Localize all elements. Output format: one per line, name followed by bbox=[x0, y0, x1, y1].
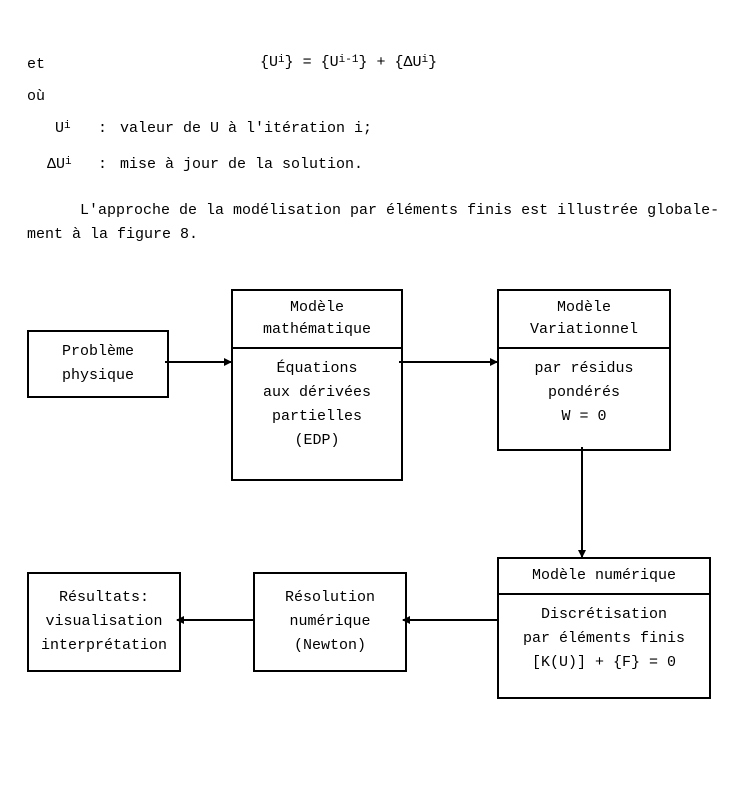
equation: {Ui} = {Ui-1} + {ΔUi} bbox=[260, 52, 437, 71]
node-modele_num: Modèle numériqueDiscrétisationpar élémen… bbox=[497, 557, 711, 699]
paragraph-line-2: ment à la figure 8. bbox=[27, 226, 198, 243]
node-body: Équationsaux dérivéespartielles(EDP) bbox=[233, 349, 401, 463]
node-title: ModèleVariationnel bbox=[499, 291, 669, 349]
def2-symbol: ΔUi bbox=[47, 154, 72, 173]
def1-symbol: Ui bbox=[55, 118, 71, 137]
node-body: Résultats:visualisationinterprétation bbox=[41, 586, 167, 658]
def2-sup: i bbox=[65, 156, 72, 168]
node-title: Modèle numérique bbox=[499, 559, 709, 595]
node-body: Problèmephysique bbox=[62, 340, 134, 388]
def1-sup: i bbox=[64, 120, 71, 132]
eq-part: {U bbox=[260, 54, 278, 71]
def1-text: valeur de U à l'itération i; bbox=[120, 120, 372, 137]
page: et {Ui} = {Ui-1} + {ΔUi} où Ui : valeur … bbox=[0, 0, 746, 789]
node-resolution: Résolutionnumérique(Newton) bbox=[253, 572, 407, 672]
paragraph-line-1: L'approche de la modélisation par élémen… bbox=[80, 202, 719, 219]
node-probleme: Problèmephysique bbox=[27, 330, 169, 398]
label-ou: où bbox=[27, 88, 45, 105]
def2-du: ΔU bbox=[47, 156, 65, 173]
eq-part: } + {ΔU bbox=[358, 54, 421, 71]
node-title: Modèlemathématique bbox=[233, 291, 401, 349]
eq-part: } = {U bbox=[285, 54, 339, 71]
def1-u: U bbox=[55, 120, 64, 137]
eq-sup: i-1 bbox=[339, 54, 359, 66]
node-modele_math: ModèlemathématiqueÉquationsaux dérivéesp… bbox=[231, 289, 403, 481]
eq-sup: i bbox=[421, 54, 428, 66]
node-body: par résiduspondérésW = 0 bbox=[499, 349, 669, 439]
eq-sup: i bbox=[278, 54, 285, 66]
node-body: Résolutionnumérique(Newton) bbox=[285, 586, 375, 658]
node-modele_var: ModèleVariationnelpar résiduspondérésW =… bbox=[497, 289, 671, 451]
def1-colon: : bbox=[98, 120, 107, 137]
node-body: Discrétisationpar éléments finis[K(U)] +… bbox=[499, 595, 709, 685]
def2-text: mise à jour de la solution. bbox=[120, 156, 363, 173]
label-et: et bbox=[27, 56, 45, 73]
def2-colon: : bbox=[98, 156, 107, 173]
node-resultats: Résultats:visualisationinterprétation bbox=[27, 572, 181, 672]
eq-part: } bbox=[428, 54, 437, 71]
